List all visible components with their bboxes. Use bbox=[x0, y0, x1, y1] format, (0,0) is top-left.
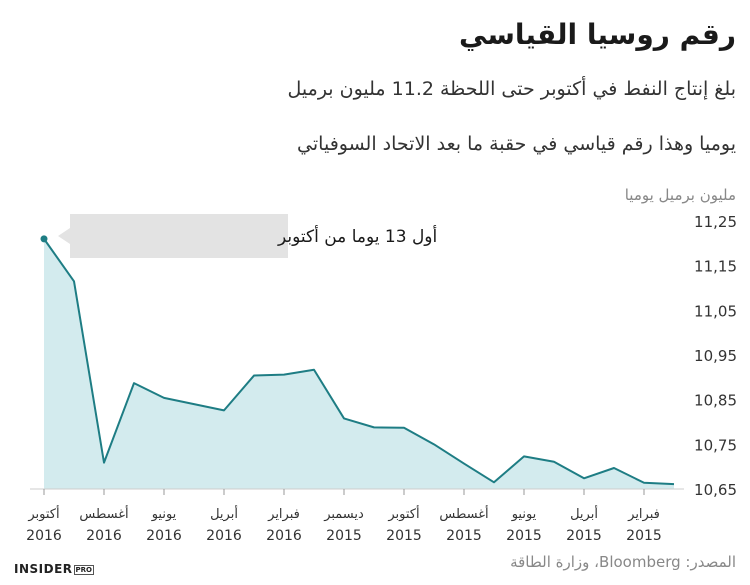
x-tick-label-year: 2016 bbox=[266, 528, 302, 544]
y-tick-label: 11,25 bbox=[694, 213, 737, 231]
x-tick-label-month: أكتوبر bbox=[27, 505, 59, 522]
x-tick-label-year: 2015 bbox=[626, 528, 662, 544]
logo-tag: PRO bbox=[73, 564, 94, 575]
x-tick-label-year: 2015 bbox=[506, 528, 542, 544]
area-fill bbox=[44, 238, 674, 489]
insider-pro-logo: INSIDER PRO bbox=[14, 562, 94, 576]
y-tick-label: 10,85 bbox=[694, 392, 737, 410]
annotation-text: أول 13 يوما من أكتوبر bbox=[277, 225, 437, 247]
x-tick-label-month: يونيو bbox=[511, 507, 537, 522]
y-tick-label: 11,15 bbox=[694, 258, 737, 276]
x-tick-label-year: 2016 bbox=[146, 528, 182, 544]
chart-title: رقم روسيا القياسي bbox=[459, 18, 736, 51]
x-tick-label-month: أغسطس bbox=[439, 505, 488, 522]
x-tick-label-month: أغسطس bbox=[79, 505, 128, 522]
x-tick-label-month: ديسمبر bbox=[323, 507, 364, 522]
chart-subtitle-line2: يوميا وهذا رقم قياسي في حقبة ما بعد الات… bbox=[297, 133, 736, 155]
x-tick-label-month: أبريل bbox=[210, 505, 238, 522]
x-tick-label-month: فبراير bbox=[267, 507, 300, 522]
x-tick-label-month: فبراير bbox=[627, 507, 660, 522]
y-tick-label: 10,75 bbox=[694, 436, 737, 454]
logo-text: INSIDER bbox=[14, 562, 73, 576]
x-tick-label-year: 2015 bbox=[326, 528, 362, 544]
y-tick-label: 10,65 bbox=[694, 481, 737, 499]
annotation-callout bbox=[58, 214, 288, 258]
x-tick-label-year: 2015 bbox=[566, 528, 602, 544]
x-tick-label-year: 2016 bbox=[206, 528, 242, 544]
series-line bbox=[43, 238, 675, 486]
x-tick-label-year: 2015 bbox=[386, 528, 422, 544]
annotation-point bbox=[40, 235, 48, 243]
x-tick-label-month: أكتوبر bbox=[387, 505, 419, 522]
x-tick-label-month: يونيو bbox=[151, 507, 177, 522]
x-tick-label-year: 2015 bbox=[446, 528, 482, 544]
x-tick-label-year: 2016 bbox=[86, 528, 122, 544]
y-axis-unit-label: مليون برميل يوميا bbox=[624, 186, 736, 204]
source-note: المصدر: Bloomberg، وزارة الطاقة bbox=[510, 553, 736, 571]
y-tick-label: 10,95 bbox=[694, 347, 737, 365]
x-tick-label-year: 2016 bbox=[26, 528, 62, 544]
y-tick-label: 11,05 bbox=[694, 302, 737, 320]
x-tick-label-month: أبريل bbox=[570, 505, 598, 522]
chart-subtitle-line1: بلغ إنتاج النفط في أكتوبر حتى اللحظة 11.… bbox=[287, 78, 736, 100]
